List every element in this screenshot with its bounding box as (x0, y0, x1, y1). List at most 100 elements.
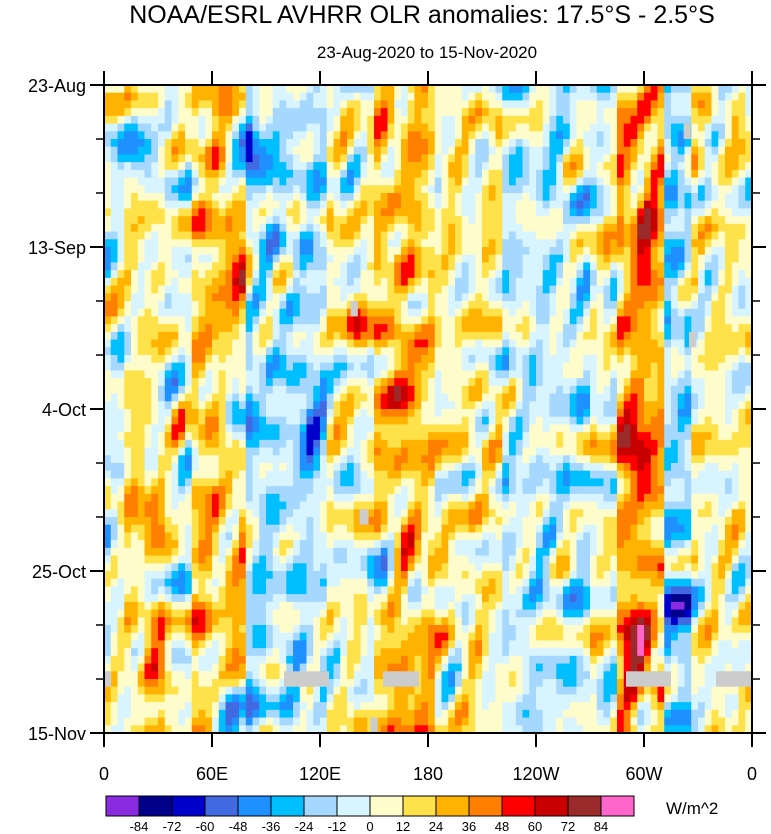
heatmap-cell (630, 100, 638, 109)
heatmap-cell (158, 154, 166, 163)
heatmap-cell (158, 247, 166, 256)
heatmap-cell (644, 324, 652, 333)
heatmap-cell (239, 285, 247, 294)
heatmap-cell (542, 424, 551, 433)
heatmap-cell (718, 247, 726, 256)
heatmap-cell (272, 385, 281, 395)
heatmap-cell (677, 347, 686, 356)
heatmap-cell (556, 131, 564, 140)
heatmap-cell (286, 162, 294, 171)
heatmap-cell (124, 100, 132, 109)
heatmap-cell (515, 285, 524, 294)
heatmap-cell (509, 308, 517, 318)
heatmap-cell (367, 169, 375, 179)
heatmap-cell (556, 185, 564, 194)
heatmap-cell (677, 254, 686, 264)
heatmap-cell (286, 293, 294, 302)
heatmap-cell (556, 463, 564, 472)
heatmap-cell (637, 285, 645, 294)
heatmap-cell (286, 223, 294, 233)
heatmap-cell (691, 277, 699, 287)
heatmap-cell (333, 131, 341, 140)
heatmap-cell (691, 200, 699, 210)
heatmap-cell (286, 254, 294, 264)
heatmap-cell (171, 424, 179, 433)
heatmap-cell (158, 301, 166, 310)
heatmap-cell (306, 270, 314, 279)
heatmap-cell (657, 455, 665, 464)
heatmap-cell (704, 200, 713, 210)
heatmap-cell (495, 463, 503, 472)
heatmap-cell (401, 85, 409, 94)
heatmap-cell (171, 262, 179, 271)
heatmap-cell (434, 162, 443, 171)
heatmap-cell (725, 131, 733, 140)
heatmap-cell (569, 416, 578, 426)
heatmap-cell (185, 216, 193, 225)
heatmap-cell (441, 339, 449, 348)
heatmap-cell (671, 293, 679, 302)
heatmap-cell (151, 231, 159, 240)
heatmap-cell (738, 432, 746, 441)
heatmap-cell (738, 154, 746, 163)
heatmap-cell (603, 339, 611, 348)
heatmap-cell (482, 470, 490, 480)
heatmap-cell (455, 216, 463, 225)
heatmap-cell (448, 409, 456, 418)
heatmap-cell (745, 424, 753, 433)
heatmap-cell (293, 231, 301, 240)
heatmap-cell (293, 463, 301, 472)
heatmap-cell (401, 455, 409, 464)
heatmap-cell (218, 169, 227, 179)
heatmap-cell (455, 193, 463, 202)
heatmap-cell (677, 247, 686, 256)
heatmap-cell (428, 409, 436, 418)
heatmap-cell (482, 208, 490, 217)
heatmap-cell (313, 470, 321, 480)
heatmap-cell (272, 139, 281, 148)
heatmap-cell (671, 100, 679, 109)
heatmap-cell (569, 247, 578, 256)
heatmap-cell (461, 409, 470, 418)
heatmap-cell (259, 247, 267, 256)
heatmap-cell (299, 146, 308, 156)
heatmap-cell (549, 439, 557, 449)
heatmap-cell (488, 439, 497, 449)
heatmap-cell (549, 308, 557, 318)
heatmap-cell (482, 247, 490, 256)
heatmap-cell (711, 193, 719, 202)
heatmap-cell (374, 362, 382, 372)
heatmap-cell (387, 401, 395, 410)
heatmap-cell (617, 92, 625, 102)
heatmap-cell (158, 208, 166, 217)
heatmap-cell (333, 447, 341, 456)
heatmap-cell (522, 277, 530, 287)
heatmap-cell (178, 463, 186, 472)
heatmap-cell (522, 154, 530, 163)
heatmap-cell (178, 231, 186, 240)
heatmap-cell (171, 324, 179, 333)
heatmap-cell (610, 463, 618, 472)
heatmap-cell (515, 401, 524, 410)
heatmap-cell (151, 393, 159, 402)
heatmap-cell (441, 293, 449, 302)
heatmap-cell (563, 92, 571, 102)
heatmap-cell (313, 478, 321, 487)
heatmap-cell (698, 370, 706, 379)
heatmap-cell (718, 85, 726, 94)
heatmap-cell (110, 439, 119, 449)
heatmap-cell (637, 131, 645, 140)
heatmap-cell (131, 455, 139, 464)
heatmap-cell (293, 439, 301, 449)
heatmap-cell (623, 409, 632, 418)
heatmap-cell (245, 455, 254, 464)
heatmap-cell (677, 200, 686, 210)
heatmap-cell (198, 208, 206, 217)
heatmap-cell (164, 92, 173, 102)
heatmap-cell (725, 277, 733, 287)
heatmap-cell (536, 478, 544, 487)
heatmap-cell (623, 254, 632, 264)
heatmap-cell (569, 324, 578, 333)
heatmap-cell (239, 424, 247, 433)
heatmap-cell (542, 185, 551, 194)
